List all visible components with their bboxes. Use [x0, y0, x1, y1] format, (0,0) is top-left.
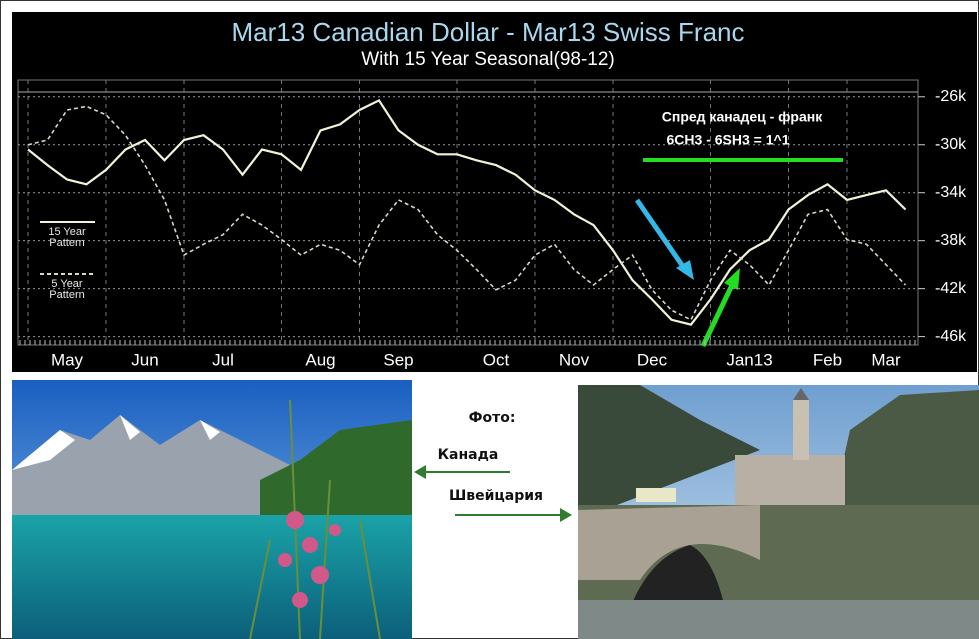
legend-label: 15 Year Pattern — [48, 226, 86, 249]
x-tick-label: Jun — [131, 350, 158, 369]
photo-label: Фото: — [469, 410, 516, 426]
x-tick-label: Aug — [305, 350, 335, 369]
y-tick-label: -30k — [935, 136, 967, 153]
annotation-arrows — [414, 158, 843, 522]
x-tick-label: Oct — [483, 350, 510, 369]
chart-background — [12, 12, 977, 372]
chart-title: Mar13 Canadian Dollar - Mar13 Swiss Fran… — [232, 17, 745, 47]
x-tick-label: Jul — [212, 350, 234, 369]
x-tick-label: Mar — [871, 350, 901, 369]
y-tick-label: -38k — [935, 232, 967, 249]
series-line — [27, 105, 907, 321]
x-tick-label: Jan13 — [726, 350, 772, 369]
chart-subtitle: With 15 Year Seasonal(98-12) — [361, 49, 615, 70]
y-tick-label: -42k — [935, 280, 967, 297]
photo-caption: Швейцария — [449, 488, 543, 504]
plot-frame — [17, 79, 919, 346]
annotation: 6CH3 - 6SH3 = 1^1 — [667, 132, 790, 148]
x-tick-label: Nov — [559, 350, 590, 369]
legend-label: 5 Year Pattern — [49, 278, 85, 301]
y-tick-label: -34k — [935, 184, 967, 201]
x-tick-label: May — [51, 350, 84, 369]
y-tick-label: -46k — [935, 328, 967, 345]
x-tick-label: Sep — [383, 350, 413, 369]
series-line — [27, 98, 907, 326]
photo-switzerland — [578, 385, 979, 639]
x-tick-label: Dec — [637, 350, 668, 369]
annotation: Спред канадец - франк — [662, 109, 823, 125]
y-tick-label: -26k — [935, 88, 967, 105]
photo-caption: Канада — [438, 447, 499, 463]
x-tick-label: Feb — [813, 350, 842, 369]
photo-canada — [12, 380, 412, 639]
